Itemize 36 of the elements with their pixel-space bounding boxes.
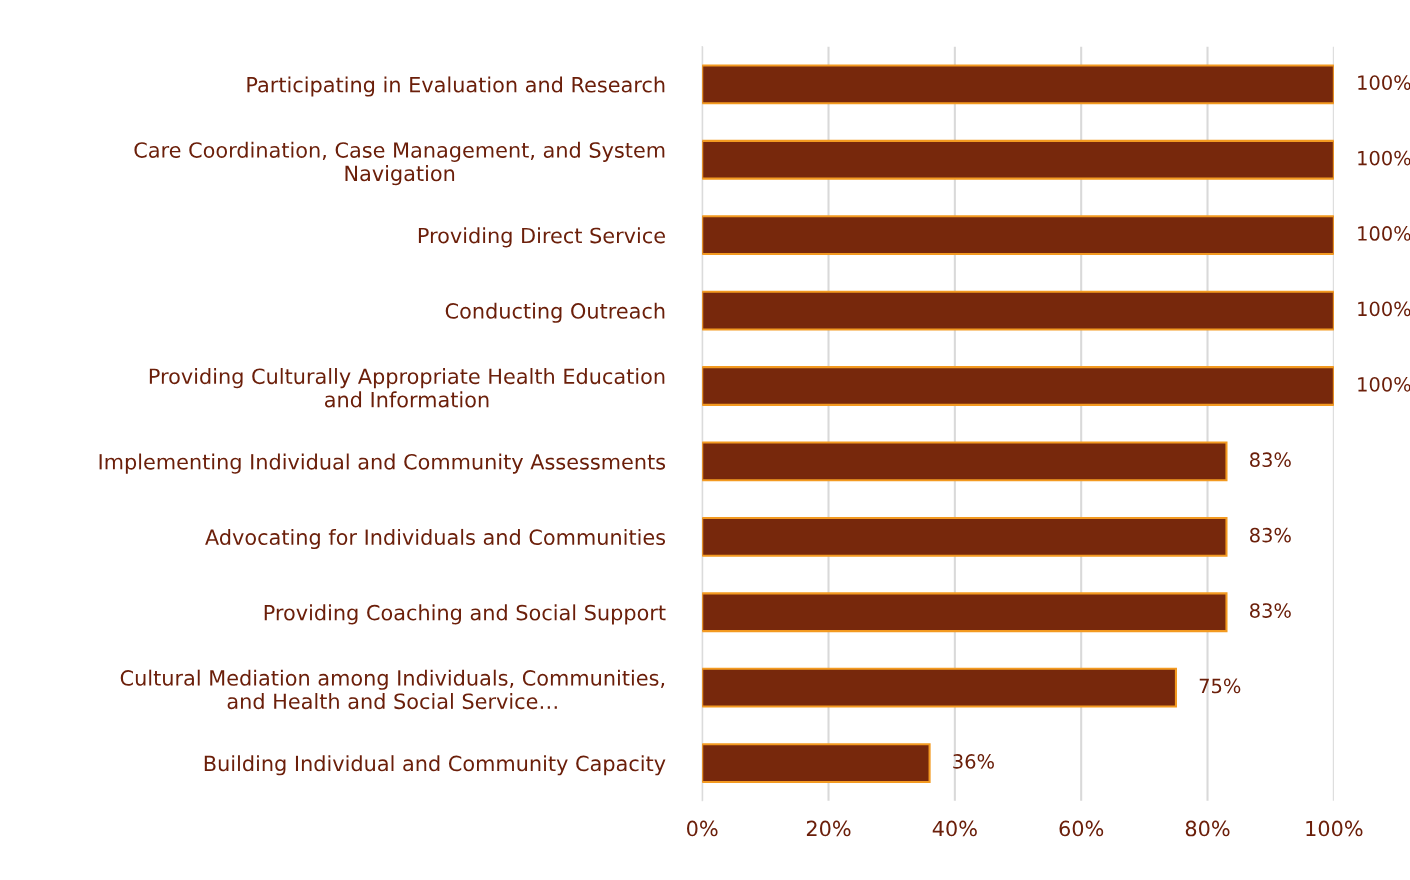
data-label: 36% xyxy=(953,754,994,769)
y-tick-label: Conducting Outreach xyxy=(445,302,665,323)
bar xyxy=(702,366,1334,406)
y-tick-label: Advocating for Individuals and Communities xyxy=(205,528,666,550)
x-tick-label: 20% xyxy=(806,820,851,837)
data-label: 83% xyxy=(1250,527,1291,543)
bar xyxy=(702,64,1334,105)
data-label: 100% xyxy=(1358,376,1410,392)
y-tick-label: Care Coordination, Case Management, and System Navigation xyxy=(134,141,665,186)
y-tick-label: Participating in Evaluation and Research xyxy=(247,76,665,97)
data-label: 83% xyxy=(1250,452,1291,468)
bar xyxy=(702,441,1228,482)
y-tick-label: Cultural Mediation among Individuals, Communities, and Health and Social Service… xyxy=(120,669,665,710)
x-tick-label: 60% xyxy=(1059,820,1104,837)
data-label: 100% xyxy=(1358,75,1410,90)
bar xyxy=(702,667,1177,708)
data-label: 100% xyxy=(1358,150,1410,166)
y-tick-label: Providing Culturally Appropriate Health Education and Information xyxy=(149,368,665,408)
y-tick-label: Providing Direct Service xyxy=(418,227,665,248)
data-label: 100% xyxy=(1358,226,1410,241)
data-label: 75% xyxy=(1199,678,1241,694)
x-tick-label: 40% xyxy=(932,820,977,837)
bar xyxy=(702,215,1334,256)
y-tick-label: Providing Coaching and Social Support xyxy=(264,604,666,625)
bar xyxy=(702,290,1334,331)
y-tick-label: Building Individual and Community Capacity xyxy=(204,755,666,776)
y-tick-label: Implementing Individual and Community Assessments xyxy=(99,453,666,474)
bar xyxy=(702,516,1228,557)
x-tick-label: 0% xyxy=(687,820,718,837)
bar xyxy=(702,743,931,783)
bar xyxy=(702,139,1334,180)
x-tick-label: 100% xyxy=(1306,820,1363,837)
data-label: 100% xyxy=(1358,301,1410,317)
x-tick-label: 80% xyxy=(1185,820,1230,837)
data-label: 83% xyxy=(1250,603,1291,618)
bar xyxy=(702,592,1228,633)
